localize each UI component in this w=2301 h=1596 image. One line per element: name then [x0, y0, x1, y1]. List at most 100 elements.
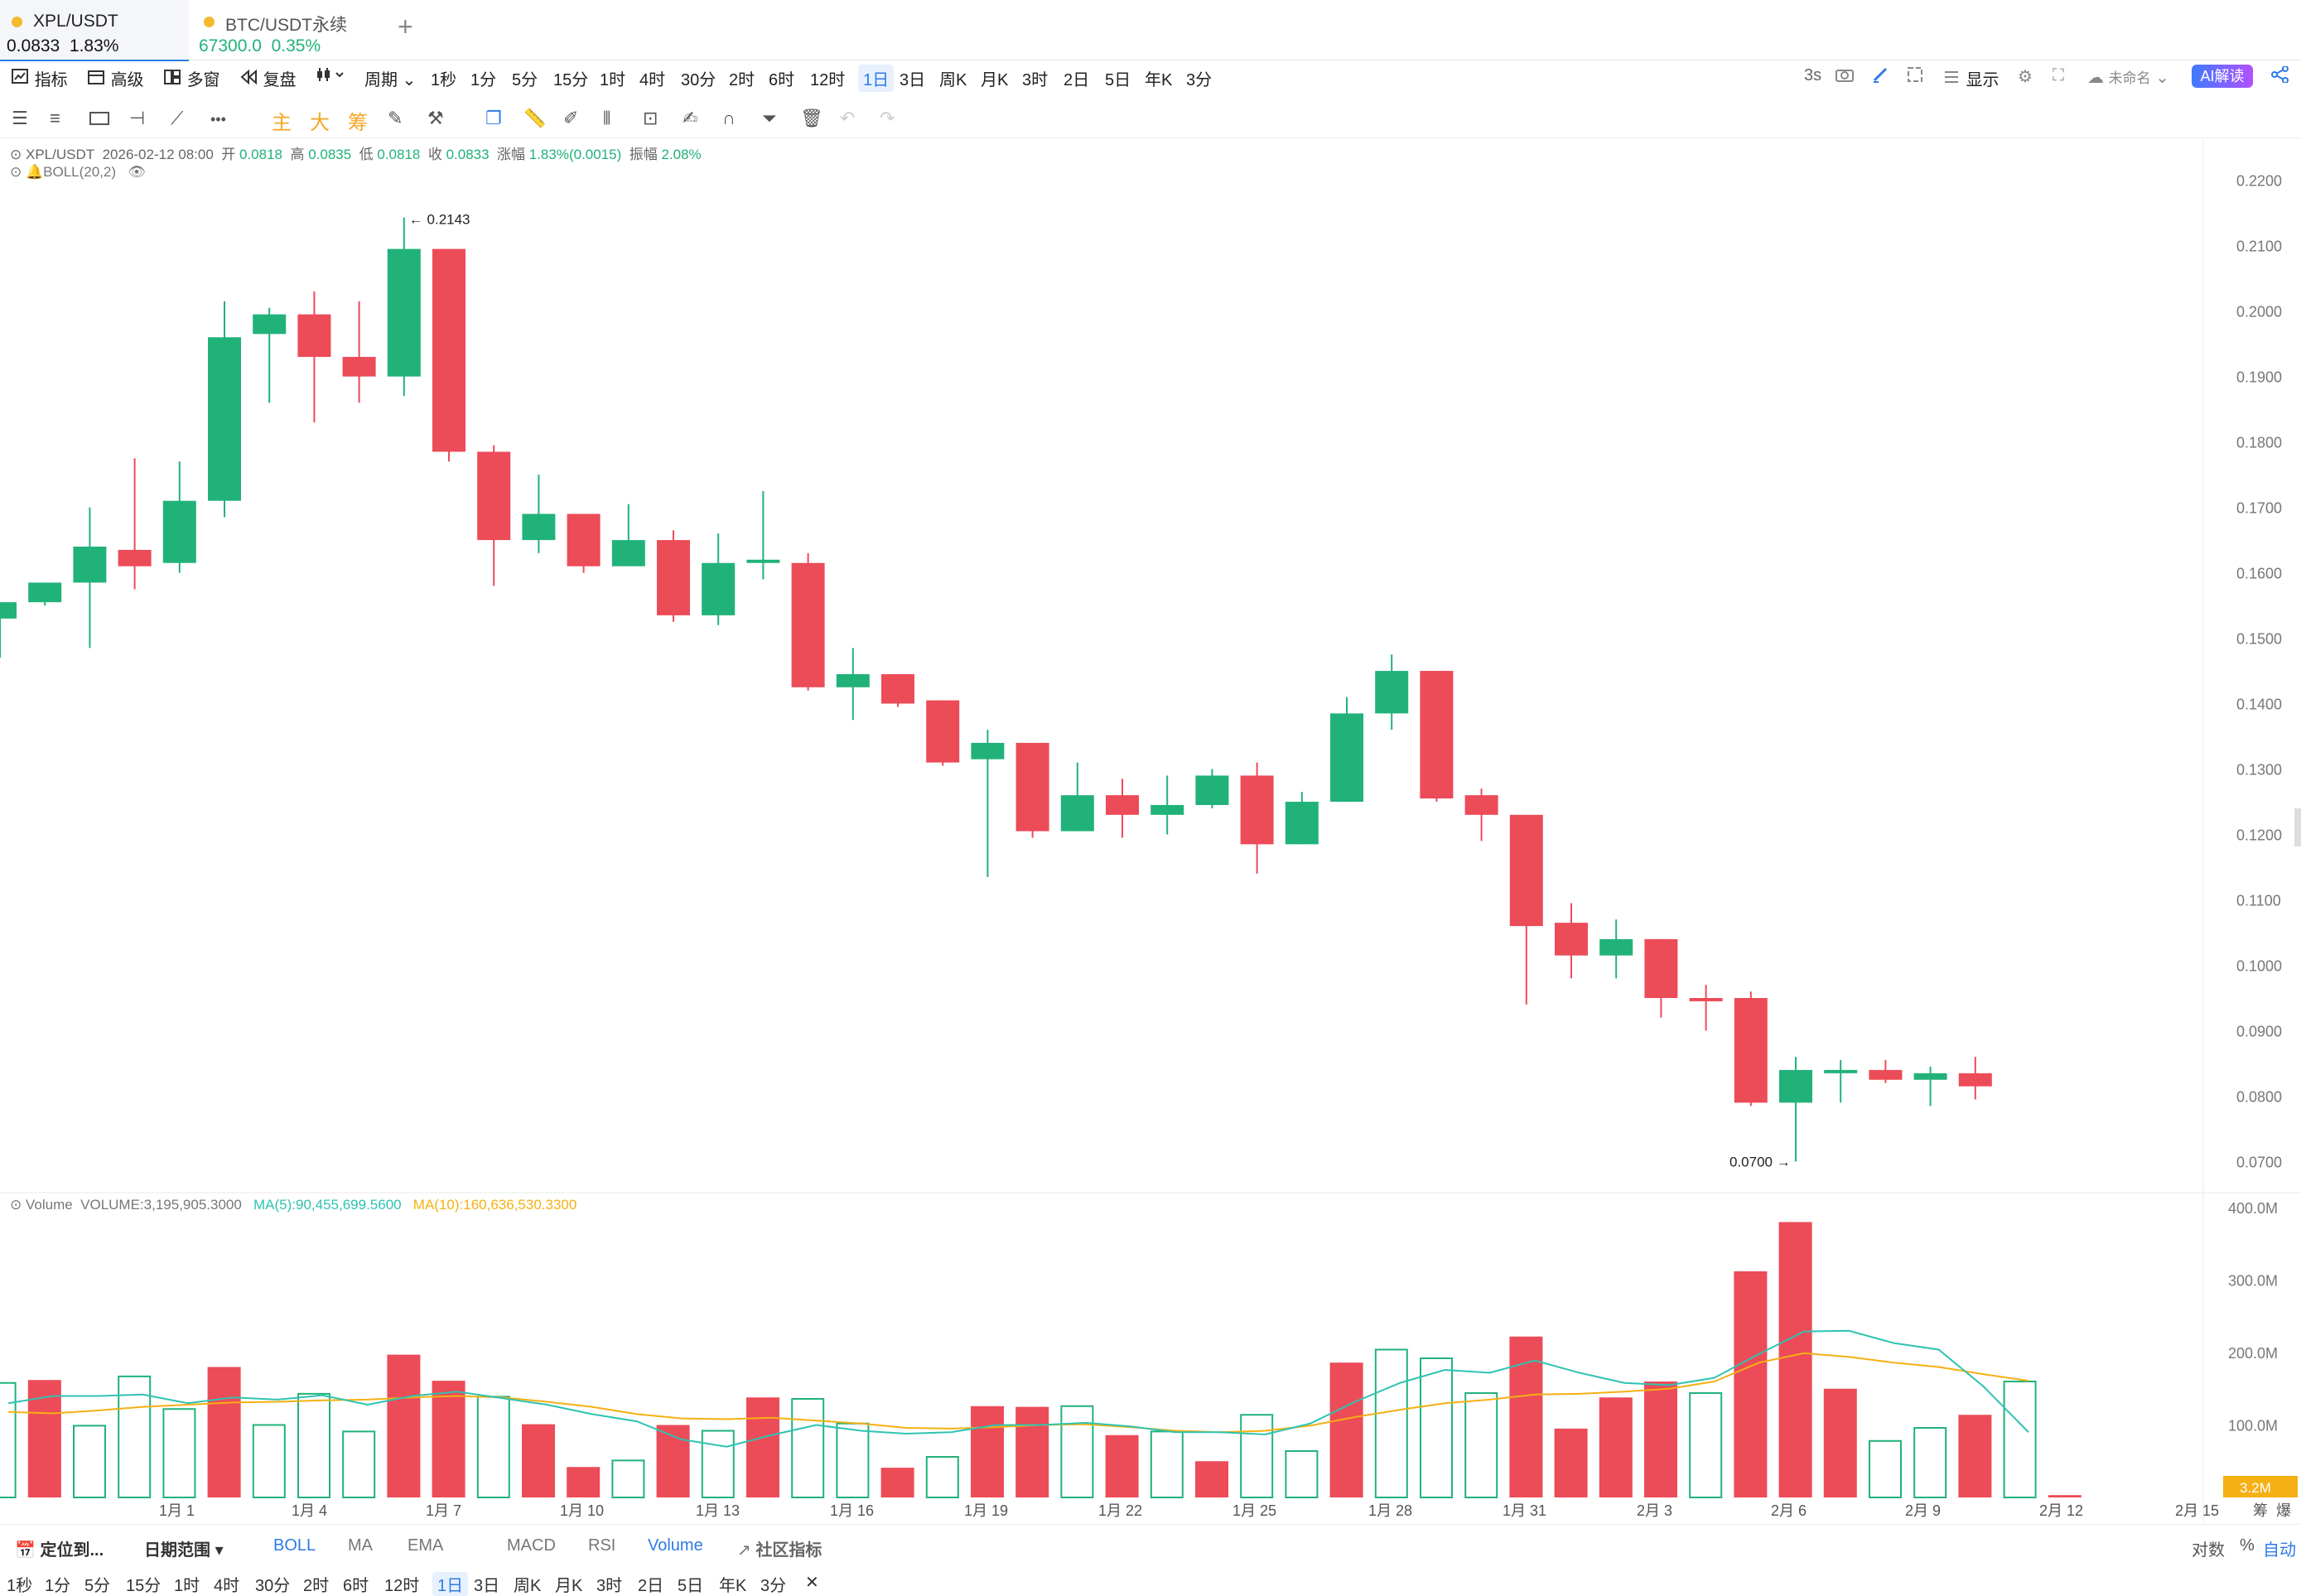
interval-7[interactable]: 2时 [729, 71, 755, 89]
bottom-interval-14[interactable]: 3时 [596, 1577, 623, 1595]
interval-6[interactable]: 30分 [681, 71, 716, 89]
community-indicators[interactable]: ↗ 社区指标 [737, 1541, 822, 1560]
edit-icon[interactable]: ✎ [388, 108, 403, 128]
bottom-interval-18[interactable]: 3分 [760, 1577, 787, 1595]
interval-13[interactable]: 月K [981, 71, 1009, 89]
bottom-interval-0[interactable]: 1秒 [7, 1577, 33, 1595]
interval-15[interactable]: 2日 [1064, 71, 1090, 89]
bottom-interval-7[interactable]: 2时 [303, 1577, 330, 1595]
x-axis-label: 2月 9 [1905, 1502, 1941, 1519]
tab-btc-usdt[interactable]: BTC/USDT永续 67300.0 0.35% [192, 0, 383, 60]
ai-analysis-button[interactable]: AI解读 [2192, 65, 2253, 88]
interval-11[interactable]: 3日 [900, 71, 926, 89]
close-icon[interactable]: ✕ [805, 1574, 819, 1592]
bottom-interval-2[interactable]: 5分 [84, 1577, 111, 1595]
price-chart[interactable]: 0.2200 0.2100 0.2000 0.1900 0.1800 0.1700 0.16… [0, 137, 2301, 1524]
rectangle-icon[interactable] [89, 109, 109, 131]
interval-1[interactable]: 1分 [470, 71, 497, 89]
indicator-ema[interactable]: EMA [408, 1536, 444, 1555]
pencil-icon[interactable] [1872, 66, 1890, 88]
share-icon[interactable] [2271, 65, 2289, 88]
bottom-interval-6[interactable]: 30分 [255, 1577, 291, 1595]
indicator-ma[interactable]: MA [348, 1536, 373, 1555]
bottom-interval-12[interactable]: 周K [514, 1577, 542, 1595]
copy-icon[interactable]: ❐ [485, 108, 502, 128]
candle-type-button[interactable] [316, 66, 345, 88]
tools-icon[interactable]: ⚒ [427, 108, 444, 128]
interval-17[interactable]: 年K [1145, 71, 1173, 89]
auto-scale-toggle[interactable]: 自动 [2263, 1541, 2296, 1560]
interval-2[interactable]: 5分 [512, 71, 538, 89]
big-order-toggle[interactable]: 大 [310, 112, 330, 134]
horizontal-line-icon[interactable]: ⊣ [129, 108, 146, 128]
cloud-save-button[interactable]: ☁ 未命名 ⌄ [2087, 69, 2169, 87]
trend-line-icon[interactable]: ⟋ [171, 108, 184, 128]
indicator-rsi[interactable]: RSI [588, 1536, 616, 1555]
ruler-icon[interactable]: 📏 [523, 108, 547, 128]
bottom-interval-3[interactable]: 15分 [126, 1577, 162, 1595]
bottom-interval-9[interactable]: 12时 [384, 1577, 420, 1595]
undo-icon[interactable]: ↶ [840, 108, 856, 128]
bottom-interval-13[interactable]: 月K [555, 1577, 583, 1595]
indicator-macd[interactable]: MACD [507, 1536, 556, 1555]
bottom-interval-16[interactable]: 5日 [678, 1577, 704, 1595]
magnet-icon[interactable]: ∩ [722, 108, 736, 128]
collapse-icon[interactable]: ⊙ [10, 147, 22, 162]
tab-xpl-usdt[interactable]: XPL/USDT 0.0833 1.83% [0, 0, 189, 61]
interval-0[interactable]: 1秒 [431, 71, 457, 89]
bottom-interval-1[interactable]: 1分 [45, 1577, 71, 1595]
collapse-icon[interactable]: ⊙ [10, 1197, 22, 1213]
bottom-interval-5[interactable]: 4时 [214, 1577, 240, 1595]
interval-18[interactable]: 3分 [1186, 71, 1213, 89]
interval-3[interactable]: 15分 [553, 71, 589, 89]
indicators-button[interactable]: 指标 [12, 66, 68, 90]
horizontal-lines-icon[interactable]: ≡ [50, 108, 60, 128]
interval-14[interactable]: 3时 [1022, 71, 1049, 89]
eye-icon[interactable]: 👁 [128, 164, 146, 180]
brush-icon[interactable]: ✐ [563, 108, 579, 128]
candles-icon[interactable]: ⫴ [603, 108, 611, 128]
bottom-interval-11[interactable]: 3日 [474, 1577, 500, 1595]
add-tab-button[interactable]: + [398, 12, 413, 41]
collapse-icon[interactable]: ⊙ [10, 164, 22, 180]
interval-5[interactable]: 4时 [639, 71, 666, 89]
redo-icon[interactable]: ↷ [880, 108, 895, 128]
date-range-dropdown[interactable]: 日期范围 ▾ [144, 1541, 224, 1560]
bottom-interval-17[interactable]: 年K [719, 1577, 747, 1595]
fullscreen-icon[interactable]: ⛶ [2053, 66, 2064, 84]
interval-10[interactable]: 1日 [858, 65, 895, 92]
indicator-boll[interactable]: BOLL [273, 1536, 316, 1555]
refresh-rate[interactable]: 3s [1804, 66, 1822, 84]
chip-toggle[interactable]: 筹 [348, 112, 368, 134]
interval-9[interactable]: 12时 [810, 71, 846, 89]
bell-icon[interactable]: 🔔 [25, 164, 44, 180]
interval-8[interactable]: 6时 [769, 71, 795, 89]
gear-icon[interactable]: ⚙ [2018, 68, 2033, 86]
percent-scale-toggle[interactable]: % [2240, 1536, 2255, 1555]
interval-12[interactable]: 周K [939, 71, 967, 89]
bottom-interval-15[interactable]: 2日 [638, 1577, 664, 1595]
display-button[interactable]: 显示 [1943, 66, 2000, 90]
note-icon[interactable]: ✍ [683, 108, 698, 128]
period-dropdown[interactable]: 周期 ⌄ [364, 71, 417, 89]
lock-icon[interactable]: ⊡ [643, 108, 658, 128]
bottom-interval-10[interactable]: 1日 [432, 1572, 469, 1596]
interval-16[interactable]: 5日 [1105, 71, 1131, 89]
replay-button[interactable]: 复盘 [240, 66, 297, 90]
bottom-interval-8[interactable]: 6时 [343, 1577, 369, 1595]
main-indicator-toggle[interactable]: 主 [272, 112, 292, 134]
goto-button[interactable]: 📅 定位到... [15, 1541, 104, 1560]
bottom-interval-4[interactable]: 1时 [174, 1577, 200, 1595]
settings-lines-icon[interactable]: ☰ [12, 108, 28, 128]
multi-window-button[interactable]: 多窗 [164, 66, 220, 90]
interval-4[interactable]: 1时 [600, 71, 626, 89]
advanced-button[interactable]: 高级 [88, 66, 144, 90]
volume-bar [1374, 1348, 1408, 1498]
layout-icon[interactable] [1907, 66, 1925, 88]
camera-icon[interactable] [1835, 66, 1854, 88]
trash-icon[interactable]: 🗑 [800, 108, 823, 128]
indicator-volume[interactable]: Volume [648, 1536, 703, 1555]
more-icon[interactable]: ••• [210, 111, 226, 128]
log-scale-toggle[interactable]: 对数 [2192, 1541, 2225, 1560]
filter-icon[interactable]: ⏷ [762, 108, 777, 128]
